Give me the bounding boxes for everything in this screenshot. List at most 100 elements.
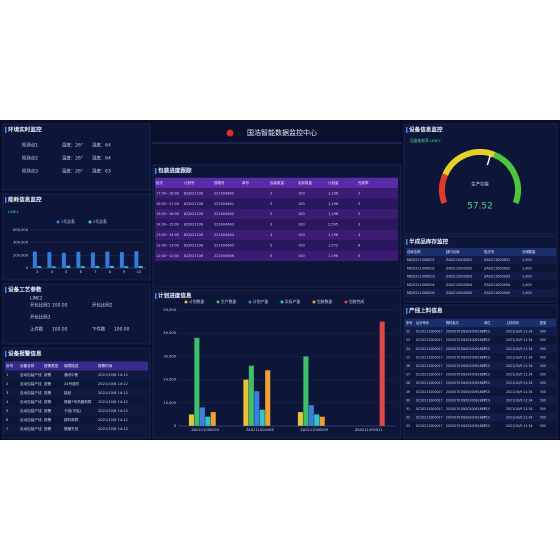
legend-label: 包装数量 <box>317 299 332 304</box>
x-tick-label: ZA0211000003 <box>191 428 219 432</box>
table-cell: PCS <box>484 364 490 368</box>
column-header: 实际数量 <box>298 180 312 185</box>
column-header: 设备名称 <box>20 363 35 368</box>
bar <box>138 266 143 268</box>
table-cell: 20200701W2020091887 <box>446 381 486 385</box>
table-row <box>406 272 556 281</box>
table-cell: 221004601 <box>214 202 234 206</box>
table-cell: PCS <box>484 355 490 359</box>
table-cell: 1,196 <box>328 202 338 206</box>
table-cell: 25 <box>406 355 410 359</box>
column-header: 故障描述 <box>64 363 79 368</box>
column-header: 序号 <box>6 363 14 368</box>
table-cell: 3 <box>358 191 360 195</box>
table-cell: SC20211000017 <box>416 330 443 334</box>
process-cell: 下件数 <box>92 326 106 333</box>
panel-subtitle: LINE1 <box>8 209 19 214</box>
table-row <box>406 264 556 273</box>
table-cell: 3 <box>270 202 272 206</box>
table-cell: MJ20211000002 <box>407 266 435 270</box>
bar <box>61 252 66 268</box>
gauge-value: 57.52 <box>467 202 493 212</box>
legend-label: 实际产量 <box>285 299 300 304</box>
y-tick-label: 20,000 <box>163 378 176 382</box>
table-cell: 1,196 <box>328 212 338 216</box>
column-header: 包装数量 <box>270 180 284 185</box>
gauge-arc <box>442 149 496 176</box>
table-cell: 221004600 <box>214 191 234 195</box>
column-header: 后仓号码 <box>416 320 429 325</box>
table-cell: 缺纸 <box>64 390 72 395</box>
process-line: LINE2 <box>30 296 43 302</box>
table-cell: SC20211000017 <box>416 373 443 377</box>
table-cell: 2021/10/9 11:34 <box>506 424 533 428</box>
table-row <box>405 361 556 371</box>
table-cell: SC20211000017 <box>416 355 443 359</box>
table-cell: PCS <box>484 424 490 428</box>
bar <box>314 414 320 426</box>
y-tick-label: 40,000 <box>163 331 176 335</box>
table-cell: PCS <box>484 347 490 351</box>
bar <box>319 416 325 426</box>
legend-label: 1号总表 <box>61 219 75 224</box>
x-tick-label: 5 <box>65 270 67 274</box>
table-cell: 6 <box>358 243 360 247</box>
table-cell: 2,595 <box>328 223 338 227</box>
legend-swatch <box>344 300 348 304</box>
table-cell: 500 <box>540 355 546 359</box>
bar <box>194 337 200 426</box>
y-tick-label: 400,000 <box>13 241 29 245</box>
table-header <box>155 177 398 189</box>
column-header: 单号 <box>242 180 249 185</box>
table-cell: 221004602 <box>214 212 234 216</box>
table-cell: 500 <box>540 347 546 351</box>
y-tick-label: 600,000 <box>13 228 29 232</box>
bar <box>303 356 309 426</box>
panel-title: 计划进度信息 <box>158 292 192 300</box>
table-cell: 100 <box>298 191 305 195</box>
table-cell: 8ZJ021106 <box>184 223 203 227</box>
table-row <box>155 250 398 261</box>
x-tick-label: 8 <box>109 270 112 274</box>
table-cell: 自动包装产线 <box>20 372 42 377</box>
column-header: 物料批次 <box>446 320 460 325</box>
table-cell: 500 <box>540 416 546 420</box>
table-cell: 22 <box>406 330 410 334</box>
env-cell: 湿度：64 <box>92 142 111 149</box>
table-cell: 报警 <box>44 399 52 404</box>
x-tick-label: ZA0211000011 <box>355 428 383 432</box>
table-cell: 1,196 <box>328 191 338 195</box>
table-cell: SC20211000017 <box>416 381 443 385</box>
bar <box>90 252 95 268</box>
table-cell: 500 <box>540 364 546 368</box>
table-cell: 100 <box>298 212 305 216</box>
table-row <box>155 188 398 199</box>
bar <box>210 412 216 426</box>
table-cell: 33 <box>406 424 410 428</box>
table-cell: ZA0211000001 <box>484 258 510 262</box>
panel <box>403 123 558 235</box>
table-cell: MJ20211000004 <box>407 283 435 287</box>
table-cell: 221004605 <box>214 243 234 247</box>
table-cell: 2021/10/9 11:34 <box>506 364 533 368</box>
legend-label: 2号总表 <box>93 219 107 224</box>
table-cell: 20200701W2020091887 <box>446 398 486 402</box>
table-cell: SC20211000017 <box>416 364 443 368</box>
table-cell: 2021/10/9 11:34 <box>506 407 533 411</box>
table-cell: 20200701W2020091887 <box>446 424 486 428</box>
y-tick-label: 10,000 <box>163 401 176 405</box>
bar <box>47 252 52 268</box>
table-header <box>405 318 556 328</box>
table-cell: PCS <box>484 381 490 385</box>
legend-swatch <box>280 300 284 304</box>
column-header: 计划量 <box>328 180 339 185</box>
table-cell: 29 <box>406 390 410 394</box>
bar <box>37 266 42 268</box>
table-cell: 超时故障 <box>64 417 79 422</box>
column-header: 数量 <box>540 320 547 325</box>
table-cell: 2021/10/9 11:34 <box>506 355 533 359</box>
table-cell: 1,000 <box>522 258 532 262</box>
table-cell: ZA0211000005 <box>446 291 472 295</box>
table-cell: 报警 <box>44 408 52 413</box>
table-cell: 5 <box>270 243 272 247</box>
